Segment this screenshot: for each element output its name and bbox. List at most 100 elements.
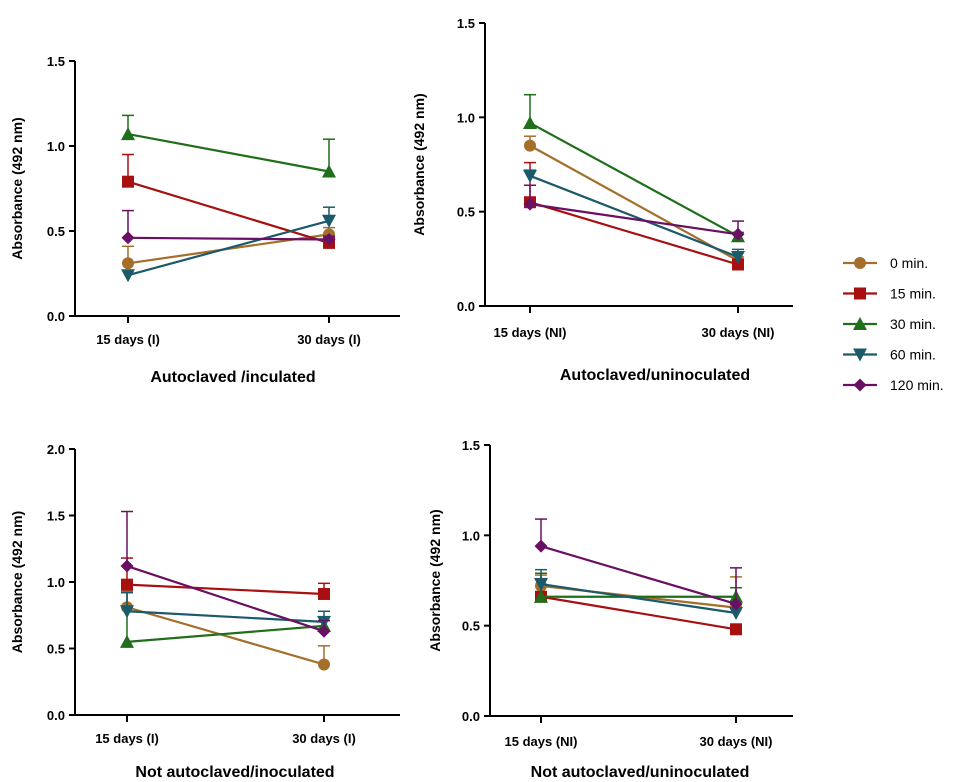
data-point xyxy=(120,605,134,619)
y-tick-label: 0.0 xyxy=(47,309,65,324)
series-line xyxy=(126,583,325,596)
legend-item-15-min: 15 min. xyxy=(843,286,936,302)
series-60-min xyxy=(523,169,745,264)
x-tick-label-30-days-ni: 30 days (NI) xyxy=(700,734,773,749)
series-line xyxy=(127,133,330,173)
data-point xyxy=(122,175,134,188)
series-line xyxy=(540,545,737,606)
series-60-min xyxy=(121,206,336,283)
series-line xyxy=(127,180,330,244)
legend-label: 30 min. xyxy=(890,316,936,332)
series-line xyxy=(126,606,325,666)
data-point xyxy=(317,624,331,638)
chart-title: Not autoclaved/uninoculated xyxy=(531,764,750,781)
y-tick-label: 1.5 xyxy=(47,509,65,524)
series-line xyxy=(126,624,325,643)
data-point xyxy=(322,164,336,178)
data-point xyxy=(121,127,135,141)
x-tick-label-15-days-i: 15 days (I) xyxy=(95,731,159,746)
legend-item-60-min: 60 min. xyxy=(843,347,936,363)
y-tick-label: 0.0 xyxy=(457,299,475,314)
series-line xyxy=(529,144,739,262)
y-tick-label: 1.5 xyxy=(457,16,475,31)
y-tick-label: 0.0 xyxy=(462,709,480,724)
legend-marker xyxy=(854,287,866,300)
data-point xyxy=(122,257,134,270)
data-point xyxy=(523,115,537,129)
y-tick-label: 0.5 xyxy=(462,619,480,634)
series-0-min xyxy=(121,590,330,671)
chart-title: Not autoclaved/inoculated xyxy=(135,764,334,781)
legend-item-0-min: 0 min. xyxy=(843,255,928,271)
legend-item-30-min: 30 min. xyxy=(843,316,936,332)
x-tick-label-30-days-i: 30 days (I) xyxy=(292,731,356,746)
y-tick-label: 2.0 xyxy=(47,442,65,457)
series-line xyxy=(529,203,739,236)
series-120-min xyxy=(121,209,336,246)
data-point xyxy=(523,169,537,183)
y-tick-label: 1.5 xyxy=(462,438,480,453)
panel-autoclaved-inoculated: 0.0 0.5 1.0 1.5 15 days (I) 30 days (I) Absorb… xyxy=(9,54,400,386)
legend-marker xyxy=(854,257,866,269)
data-point xyxy=(318,587,330,600)
y-tick-label: 0.5 xyxy=(47,642,65,657)
data-point xyxy=(731,227,745,241)
y-tick-label: 1.0 xyxy=(462,528,480,543)
x-tick-label-30-days-ni: 30 days (NI) xyxy=(702,325,775,340)
y-tick-label: 0.5 xyxy=(457,205,475,220)
legend-label: 15 min. xyxy=(890,286,936,302)
series-line xyxy=(529,201,739,266)
data-point xyxy=(729,607,743,621)
legend-label: 60 min. xyxy=(890,347,936,363)
series-0-min xyxy=(535,574,742,614)
data-point xyxy=(523,197,537,211)
y-tick-label: 1.0 xyxy=(47,575,65,590)
y-axis-title: Absorbance (492 nm) xyxy=(9,511,25,653)
data-point xyxy=(318,658,330,671)
chart-title: Autoclaved/uninoculated xyxy=(560,367,750,384)
panel-autoclaved-uninoculated: 0.0 0.5 1.0 1.5 15 days (NI) 30 days (NI) Abso… xyxy=(411,16,793,384)
chart-title: Autoclaved /inculated xyxy=(150,369,315,386)
y-tick-label: 1.5 xyxy=(47,54,65,69)
legend-marker xyxy=(853,317,867,330)
y-tick-label: 1.0 xyxy=(457,110,475,125)
data-point xyxy=(732,258,744,271)
x-tick-label-30-days-i: 30 days (I) xyxy=(297,332,361,347)
legend-marker xyxy=(853,378,867,392)
y-axis-title: Absorbance (492 nm) xyxy=(427,509,443,651)
y-tick-label: 0.0 xyxy=(47,708,65,723)
y-axis-title: Absorbance (492 nm) xyxy=(411,93,427,235)
data-point xyxy=(121,269,135,283)
data-point xyxy=(534,578,548,592)
data-point xyxy=(322,214,336,228)
panel-not-autoclaved-inoculated: 0.0 0.5 1.0 1.5 2.0 15 days (I) 30 days (I) Abs… xyxy=(9,442,400,781)
panel-not-autoclaved-uninoculated: 0.0 0.5 1.0 1.5 15 days (NI) 30 days (NI) Abso… xyxy=(427,438,793,781)
x-tick-label-15-days-i: 15 days (I) xyxy=(96,332,160,347)
data-point xyxy=(534,589,548,603)
series-120-min xyxy=(534,518,743,611)
x-tick-label-15-days-ni: 15 days (NI) xyxy=(505,734,578,749)
y-axis-title: Absorbance (492 nm) xyxy=(9,117,25,259)
legend-label: 120 min. xyxy=(890,377,944,393)
series-line xyxy=(529,174,739,258)
series-line xyxy=(540,595,737,631)
data-point xyxy=(322,233,336,246)
series-120-min xyxy=(523,184,745,241)
data-point xyxy=(534,539,548,553)
data-point xyxy=(120,634,134,648)
series-60-min xyxy=(534,568,743,621)
y-tick-label: 1.0 xyxy=(47,139,65,154)
series-15-min xyxy=(122,153,335,249)
legend-item-120-min: 120 min. xyxy=(843,377,944,393)
series-line xyxy=(529,122,739,238)
data-point xyxy=(731,250,745,264)
data-point xyxy=(121,578,133,591)
series-line xyxy=(540,583,737,615)
data-point xyxy=(120,559,134,573)
series-15-min xyxy=(121,557,330,600)
data-point xyxy=(729,597,743,611)
series-30-min xyxy=(121,114,336,178)
x-tick-label-15-days-ni: 15 days (NI) xyxy=(494,325,567,340)
series-line xyxy=(127,236,330,241)
